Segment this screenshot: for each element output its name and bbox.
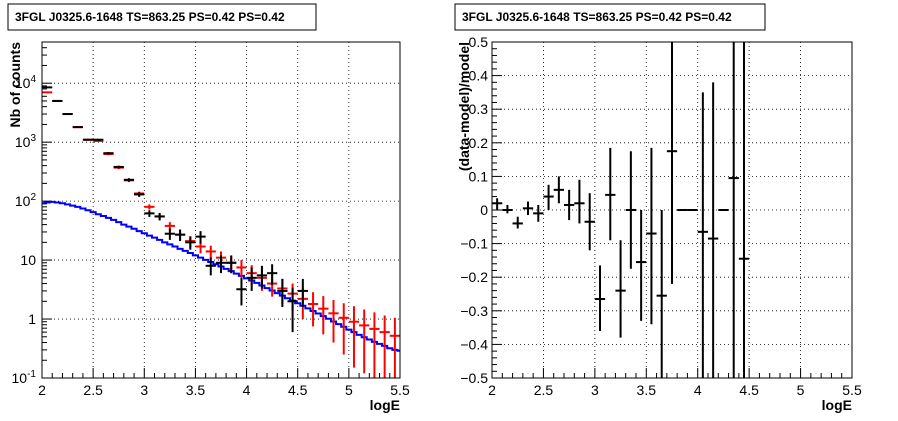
y-tick-label: 0.1 bbox=[469, 168, 489, 184]
y-tick-label: 1 bbox=[28, 311, 36, 327]
y-tick-label: −0.4 bbox=[460, 336, 488, 352]
x-tick-label: 2 bbox=[488, 382, 496, 398]
plot-frame bbox=[41, 41, 401, 379]
y-tick-label: 0.3 bbox=[469, 101, 489, 117]
x-tick-label: 3 bbox=[591, 382, 599, 398]
y-axis-title: (data-model)/model bbox=[456, 42, 472, 171]
x-tick-label: 4.5 bbox=[288, 382, 308, 398]
y-tick-label: −0.5 bbox=[460, 370, 488, 386]
x-tick-label: 4.5 bbox=[739, 382, 759, 398]
y-tick-label: 10-1 bbox=[12, 369, 37, 386]
y-axis-title: Nb of counts bbox=[7, 42, 23, 128]
y-tick-label: 103 bbox=[15, 133, 37, 150]
x-tick-label: 5 bbox=[797, 382, 805, 398]
x-tick-label: 5 bbox=[345, 382, 353, 398]
x-tick-label: 3.5 bbox=[186, 382, 206, 398]
x-tick-label: 3.5 bbox=[637, 382, 657, 398]
x-tick-label: 4 bbox=[243, 382, 251, 398]
x-tick-label: 2.5 bbox=[83, 382, 103, 398]
x-axis-title: logE bbox=[822, 397, 852, 413]
x-tick-label: 3 bbox=[140, 382, 148, 398]
y-tick-label: −0.3 bbox=[460, 303, 488, 319]
y-tick-label: 0.5 bbox=[469, 34, 489, 50]
title-box bbox=[7, 3, 317, 31]
y-tick-label: 0 bbox=[480, 202, 488, 218]
x-tick-label: 5.5 bbox=[390, 382, 410, 398]
chart-title: 3FGL J0325.6-1648 TS=863.25 PS=0.42 PS=0… bbox=[462, 10, 732, 24]
x-tick-label: 5.5 bbox=[842, 382, 862, 398]
counts-panel: 2 2.5 3 3.5 4 4.5 5 5.5 10-1 1 10 102 103 104 logE Nb o… bbox=[7, 3, 410, 413]
x-tick-label: 2 bbox=[38, 382, 46, 398]
chart-title: 3FGL J0325.6-1648 TS=863.25 PS=0.42 PS=0… bbox=[15, 10, 285, 24]
y-tick-label: −0.2 bbox=[460, 269, 488, 285]
y-tick-label: −0.1 bbox=[460, 236, 488, 252]
y-tick-label: 0.4 bbox=[469, 68, 489, 84]
plot-border bbox=[491, 41, 853, 379]
plot-border bbox=[41, 41, 401, 379]
y-tick-label: 104 bbox=[15, 74, 37, 91]
x-axis-title: logE bbox=[370, 397, 400, 413]
x-tick-label: 2.5 bbox=[534, 382, 554, 398]
title-box bbox=[454, 3, 766, 31]
x-tick-label: 4 bbox=[694, 382, 702, 398]
y-tick-label: 102 bbox=[15, 192, 37, 209]
y-tick-label: 0.2 bbox=[469, 135, 489, 151]
residual-panel: 2 2.5 3 3.5 4 4.5 5 5.5 −0.5 −0.4 −0.3 −0.2 −0.1 0 0.1… bbox=[454, 3, 862, 413]
y-tick-label: 10 bbox=[20, 252, 36, 268]
